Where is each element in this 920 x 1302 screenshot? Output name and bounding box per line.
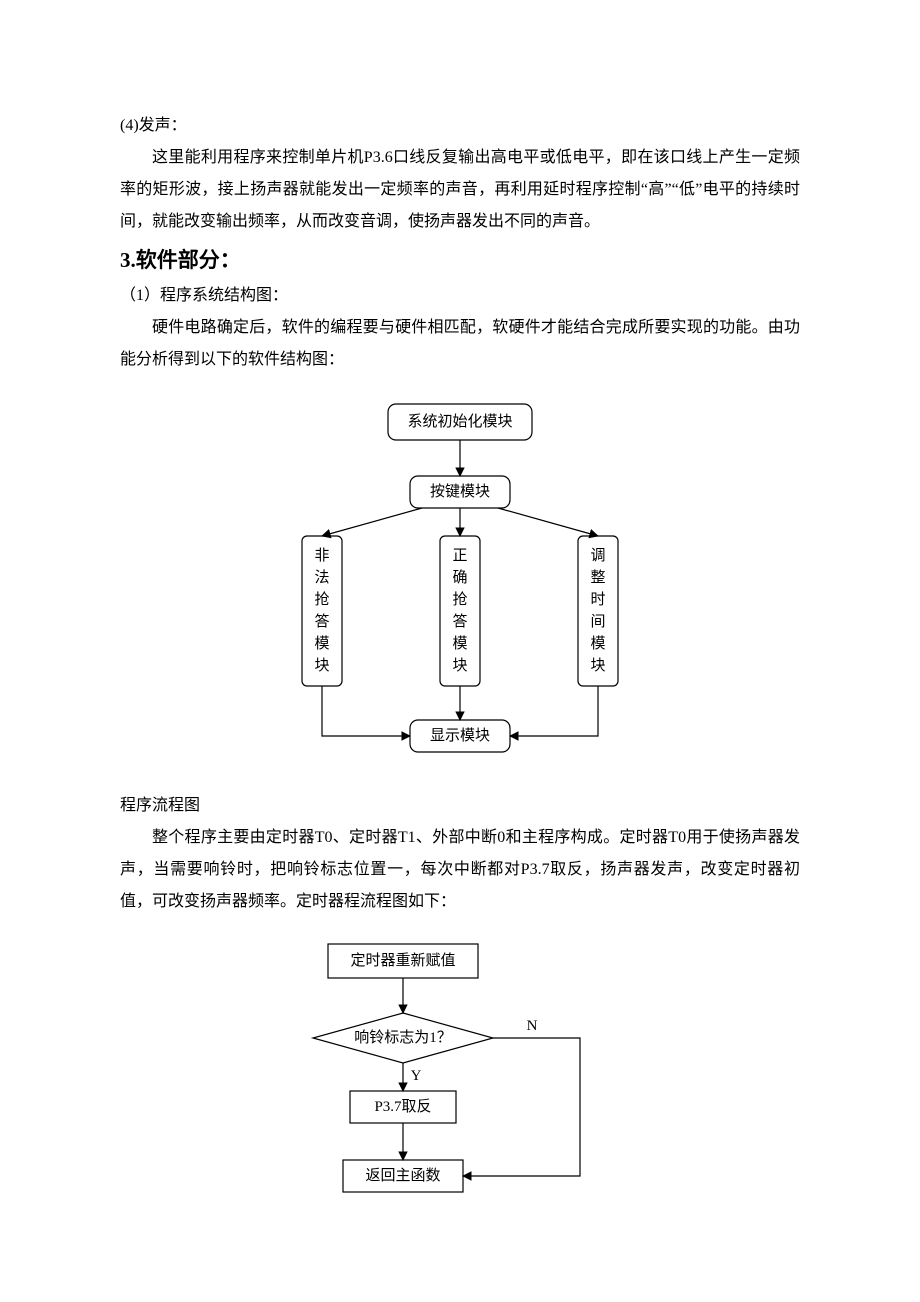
structure-diagram-container: 系统初始化模块按键模块非法抢答模块正确抢答模块调整时间模块显示模块 bbox=[120, 396, 800, 766]
section-4-label: (4)发声： bbox=[120, 110, 800, 142]
svg-text:响铃标志为1？: 响铃标志为1？ bbox=[354, 1029, 452, 1046]
svg-text:答: 答 bbox=[452, 613, 467, 630]
svg-text:非: 非 bbox=[314, 547, 329, 564]
svg-text:时: 时 bbox=[590, 591, 605, 608]
svg-text:N: N bbox=[527, 1018, 538, 1034]
svg-text:正: 正 bbox=[452, 548, 467, 564]
svg-text:块: 块 bbox=[452, 657, 467, 674]
flow-body: 整个程序主要由定时器T0、定时器T1、外部中断0和主程序构成。定时器T0用于使扬… bbox=[120, 822, 800, 918]
svg-text:抢: 抢 bbox=[452, 590, 467, 608]
svg-text:定时器重新赋值: 定时器重新赋值 bbox=[350, 952, 455, 969]
svg-text:间: 间 bbox=[590, 613, 605, 630]
svg-text:按键模块: 按键模块 bbox=[430, 483, 490, 500]
svg-text:系统初始化模块: 系统初始化模块 bbox=[407, 413, 512, 430]
svg-text:模: 模 bbox=[314, 635, 329, 652]
timer-flowchart: 定时器重新赋值响铃标志为1？ P3.7取反返回主函数 Y N bbox=[290, 938, 630, 1198]
svg-text:调: 调 bbox=[590, 547, 605, 564]
svg-text:Y: Y bbox=[411, 1068, 422, 1084]
svg-text:确: 确 bbox=[452, 569, 467, 586]
svg-text:模: 模 bbox=[590, 635, 605, 652]
svg-text:显示模块: 显示模块 bbox=[430, 727, 490, 744]
section-4-body: 这里能利用程序来控制单片机P3.6口线反复输出高电平或低电平，即在该口线上产生一… bbox=[120, 142, 800, 238]
svg-text:抢: 抢 bbox=[314, 590, 329, 608]
svg-text:P3.7取反: P3.7取反 bbox=[374, 1098, 431, 1115]
sub-1-body: 硬件电路确定后，软件的编程要与硬件相匹配，软硬件才能结合完成所要实现的功能。由功… bbox=[120, 312, 800, 376]
svg-text:返回主函数: 返回主函数 bbox=[365, 1167, 440, 1184]
structure-diagram: 系统初始化模块按键模块非法抢答模块正确抢答模块调整时间模块显示模块 bbox=[270, 396, 650, 766]
sub-1-label: （1）程序系统结构图： bbox=[120, 280, 800, 312]
timer-flowchart-container: 定时器重新赋值响铃标志为1？ P3.7取反返回主函数 Y N bbox=[120, 938, 800, 1198]
svg-text:整: 整 bbox=[590, 569, 605, 586]
svg-text:块: 块 bbox=[590, 657, 605, 674]
svg-text:法: 法 bbox=[314, 569, 329, 586]
flow-label: 程序流程图 bbox=[120, 790, 800, 822]
heading-3: 3.软件部分： bbox=[120, 242, 800, 280]
svg-text:答: 答 bbox=[314, 613, 329, 630]
svg-text:块: 块 bbox=[314, 657, 329, 674]
svg-text:模: 模 bbox=[452, 635, 467, 652]
